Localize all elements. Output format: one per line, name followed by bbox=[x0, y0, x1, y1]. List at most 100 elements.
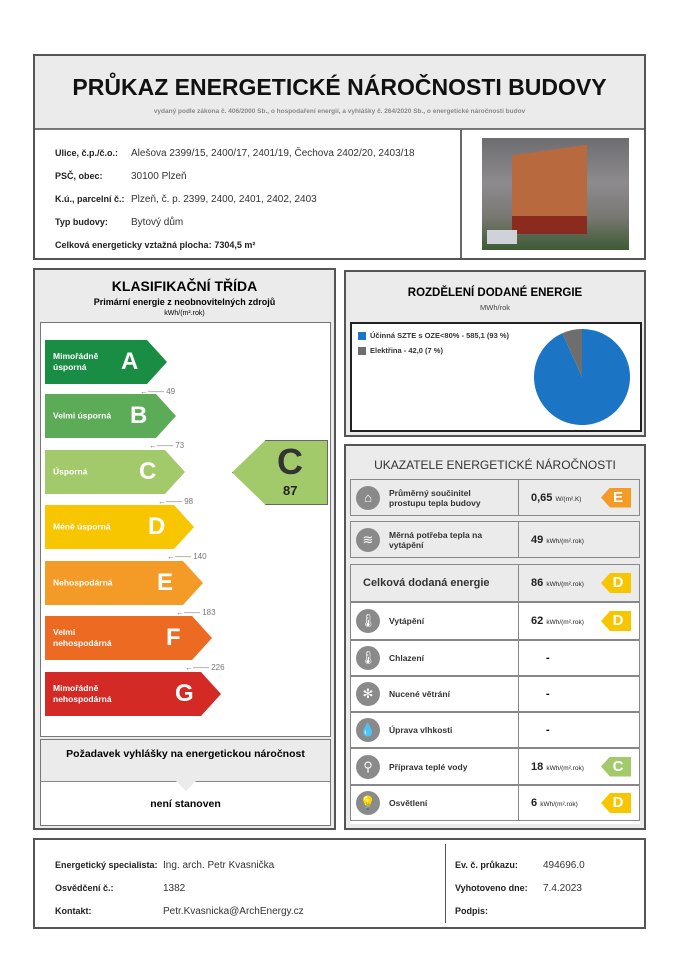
requirement-title: Požadavek vyhlášky na energetickou nároč… bbox=[41, 740, 330, 782]
indicator-label: Měrná potřeba tepla na vytápění bbox=[389, 529, 483, 550]
indicator-value: 86 kWh/(m².rok) bbox=[531, 577, 584, 589]
indicator-value: 49 kWh/(m².rok) bbox=[531, 533, 584, 546]
street-value: Alešova 2399/15, 2400/17, 2401/19, Čecho… bbox=[131, 148, 415, 159]
class-label: Nehospodárná bbox=[53, 577, 113, 588]
class-threshold: ←—— 73 bbox=[149, 441, 185, 450]
current-class-letter: C bbox=[277, 441, 303, 482]
class-letter: A bbox=[121, 348, 139, 375]
indicator-label: Vytápění bbox=[389, 616, 425, 626]
classification-subtitle: Primární energie z neobnovitelných zdroj… bbox=[93, 297, 276, 307]
certificate-value: 1382 bbox=[163, 883, 186, 894]
indicator-row: ✻ Nucené větrání - bbox=[350, 676, 640, 712]
class-threshold: ←—— 49 bbox=[140, 387, 176, 396]
indicator-value: - bbox=[546, 652, 550, 664]
indicator-row: 💧 Úprava vlhkosti - bbox=[350, 712, 640, 748]
requirement-value: není stanoven bbox=[150, 798, 221, 810]
indicator-row: ⌂ Průměrný součinitel prostupu tepla budo… bbox=[350, 479, 640, 516]
energy-split-unit: MWh/rok bbox=[480, 303, 510, 312]
building-info: Ulice, č.p./č.o.: Alešova 2399/15, 2400/1… bbox=[55, 142, 415, 257]
building-photo bbox=[482, 138, 629, 250]
indicator-row: ≋ Měrná potřeba tepla na vytápění 49 kWh/(… bbox=[350, 521, 640, 558]
area-value: 7304,5 m² bbox=[214, 240, 256, 250]
class-letter: D bbox=[148, 513, 166, 540]
type-label: Typ budovy: bbox=[55, 217, 108, 227]
type-value: Bytový dům bbox=[131, 217, 184, 228]
class-letter: E bbox=[157, 569, 174, 596]
class-label: Mimořádně úsporná bbox=[53, 351, 99, 372]
zip-value: 30100 Plzeň bbox=[131, 171, 187, 182]
energy-pie-chart bbox=[534, 329, 630, 425]
indicator-class-badge: E bbox=[601, 487, 631, 508]
header-section: PRŮKAZ ENERGETICKÉ NÁROČNOSTI BUDOVY vyd… bbox=[33, 54, 646, 260]
indicator-class-badge: D bbox=[601, 573, 631, 593]
indicator-label: Osvětlení bbox=[389, 798, 428, 808]
class-label: Velmi nehospodárná bbox=[53, 627, 112, 648]
contact-label: Kontakt: bbox=[55, 906, 92, 916]
classification-unit: kWh/(m².rok) bbox=[164, 310, 205, 317]
fan-icon: ✻ bbox=[356, 682, 380, 706]
class-threshold: ←—— 98 bbox=[158, 497, 194, 506]
indicator-label: Příprava teplé vody bbox=[389, 761, 468, 772]
indicator-value: - bbox=[546, 724, 550, 736]
page-subtitle: vydaný podle zákona č. 406/2000 Sb., o h… bbox=[153, 108, 526, 115]
date-value: 7.4.2023 bbox=[543, 883, 582, 894]
class-letter: B bbox=[130, 402, 148, 429]
class-bar-c: Úsporná C bbox=[45, 450, 185, 494]
pie-chart-box: Účinná SZTE s OZE<80% - 585,1 (93 %) Ele… bbox=[350, 322, 642, 432]
ev-number-label: Ev. č. průkazu: bbox=[455, 860, 518, 870]
class-label: Úsporná bbox=[53, 466, 88, 477]
indicator-label: Úprava vlhkosti bbox=[389, 725, 453, 735]
class-bar-f: Velmi nehospodárná F bbox=[45, 616, 212, 660]
legend-item: Elektřina - 42,0 (7 %) bbox=[358, 346, 443, 356]
signature-label: Podpis: bbox=[455, 906, 488, 916]
indicator-value: 6 kWh/(m².rok) bbox=[531, 797, 578, 809]
indicator-row: 💡 Osvětlení 6 kWh/(m².rok) D bbox=[350, 785, 640, 821]
class-threshold: ←—— 226 bbox=[185, 663, 225, 672]
class-threshold: ←—— 183 bbox=[176, 608, 216, 617]
parcel-label: K.ú., parcelní č.: bbox=[55, 194, 125, 204]
street-label: Ulice, č.p./č.o.: bbox=[55, 148, 119, 158]
class-letter: F bbox=[166, 624, 181, 651]
humidity-icon: 💧 bbox=[356, 718, 380, 742]
class-letter: C bbox=[139, 458, 157, 485]
class-label: Méně úsporná bbox=[53, 521, 111, 532]
house-icon: ⌂ bbox=[356, 485, 380, 510]
requirement-box: Požadavek vyhlášky na energetickou nároč… bbox=[40, 739, 331, 826]
cooling-thermometer-icon: 🌡 bbox=[356, 646, 380, 670]
indicator-label: Chlazení bbox=[389, 653, 424, 663]
indicator-class-badge: D bbox=[601, 793, 631, 813]
indicator-class-badge: D bbox=[601, 611, 631, 631]
pie-slice bbox=[562, 329, 582, 377]
indicator-value: 0,65 W/(m².K) bbox=[531, 491, 582, 504]
ev-number-value: 494696.0 bbox=[543, 860, 585, 871]
indicator-label: Průměrný součinitel prostupu tepla budov… bbox=[389, 487, 481, 508]
indicator-value: 18 kWh/(m².rok) bbox=[531, 760, 584, 773]
indicators-title: UKAZATELE ENERGETICKÉ NÁROČNOSTI bbox=[374, 458, 616, 472]
indicator-value: - bbox=[546, 688, 550, 700]
class-bar-b: Velmi úsporná B bbox=[45, 394, 176, 438]
energy-split-panel: ROZDĚLENÍ DODANÉ ENERGIE MWh/rok Účinná … bbox=[344, 270, 646, 437]
area-label: Celková energeticky vztažná plocha: bbox=[55, 240, 212, 250]
legend-item: Účinná SZTE s OZE<80% - 585,1 (93 %) bbox=[358, 331, 509, 341]
indicator-label: Nucené větrání bbox=[389, 689, 450, 699]
class-bar-g: Mimořádně nehospodárná G bbox=[45, 672, 221, 716]
photo-frame bbox=[460, 130, 648, 258]
indicator-label: Celková dodaná energie bbox=[363, 577, 490, 589]
indicator-row: 🌡 Vytápění 62 kWh/(m².rok) D bbox=[350, 602, 640, 640]
light-bulb-icon: 💡 bbox=[356, 791, 380, 815]
class-bar-a: Mimořádně úsporná A bbox=[45, 340, 167, 384]
class-label: Velmi úsporná bbox=[53, 410, 112, 421]
specialist-label: Energetický specialista: bbox=[55, 860, 158, 870]
certificate-label: Osvědčení č.: bbox=[55, 883, 114, 893]
class-bar-e: Nehospodárná E bbox=[45, 561, 203, 605]
class-bar-d: Méně úsporná D bbox=[45, 505, 194, 549]
contact-value[interactable]: Petr.Kvasnicka@ArchEnergy.cz bbox=[163, 906, 304, 917]
indicator-class-badge: C bbox=[601, 756, 631, 777]
class-threshold: ←—— 140 bbox=[167, 552, 207, 561]
classification-panel: KLASIFIKAČNÍ TŘÍDA Primární energie z ne… bbox=[33, 268, 336, 830]
current-class-value: 87 bbox=[283, 483, 298, 498]
thermometer-icon: 🌡 bbox=[356, 609, 380, 633]
zip-label: PSČ, obec: bbox=[55, 171, 103, 181]
page-title: PRŮKAZ ENERGETICKÉ NÁROČNOSTI BUDOVY bbox=[72, 74, 607, 100]
